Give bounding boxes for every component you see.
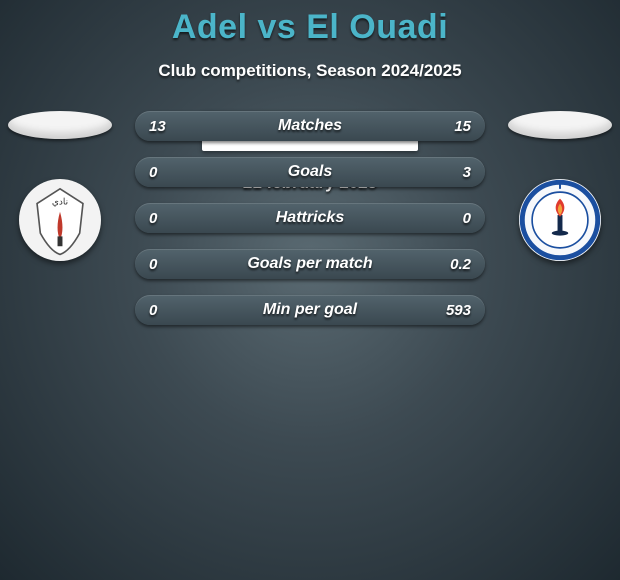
page-title: Adel vs El Ouadi xyxy=(0,0,620,47)
crest-right-icon xyxy=(519,179,601,261)
stat-left-value: 0 xyxy=(149,164,157,181)
stat-bars: 13Matches150Goals30Hattricks00Goals per … xyxy=(135,111,485,341)
stat-left-value: 0 xyxy=(149,210,157,227)
stat-right-value: 3 xyxy=(463,164,471,181)
club-crest-right xyxy=(519,179,601,261)
stat-row: 0Goals3 xyxy=(135,157,485,187)
player-silhouette-right xyxy=(508,111,612,139)
stat-right-value: 0.2 xyxy=(450,256,471,273)
stat-left-value: 0 xyxy=(149,302,157,319)
stat-row: 0Goals per match0.2 xyxy=(135,249,485,279)
stat-right-value: 593 xyxy=(446,302,471,319)
stat-right-value: 0 xyxy=(463,210,471,227)
player-silhouette-left xyxy=(8,111,112,139)
stat-row: 0Hattricks0 xyxy=(135,203,485,233)
stat-label: Min per goal xyxy=(135,301,485,319)
svg-text:نادي: نادي xyxy=(52,196,68,206)
stat-label: Hattricks xyxy=(135,209,485,227)
stat-right-value: 15 xyxy=(454,118,471,135)
right-column xyxy=(500,111,620,261)
stat-row: 13Matches15 xyxy=(135,111,485,141)
club-crest-left: نادي xyxy=(19,179,101,261)
page-subtitle: Club competitions, Season 2024/2025 xyxy=(0,61,620,81)
stat-label: Goals xyxy=(135,163,485,181)
left-column: نادي xyxy=(0,111,120,261)
stat-label: Goals per match xyxy=(135,255,485,273)
crest-left-icon: نادي xyxy=(19,179,101,261)
comparison-card: Adel vs El Ouadi Club competitions, Seas… xyxy=(0,0,620,580)
stat-left-value: 0 xyxy=(149,256,157,273)
stat-left-value: 13 xyxy=(149,118,166,135)
stat-label: Matches xyxy=(135,117,485,135)
stat-row: 0Min per goal593 xyxy=(135,295,485,325)
